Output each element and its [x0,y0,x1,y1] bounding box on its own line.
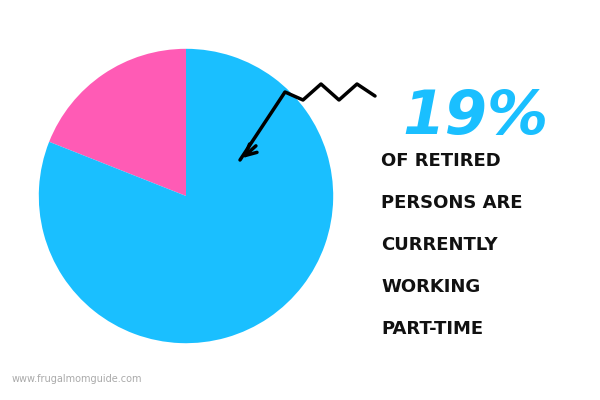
Text: PART-TIME: PART-TIME [381,320,483,338]
Text: PERSONS ARE: PERSONS ARE [381,194,523,212]
Text: CURRENTLY: CURRENTLY [381,236,497,254]
Wedge shape [39,49,333,343]
Text: OF RETIRED: OF RETIRED [381,152,501,170]
Text: WORKING: WORKING [381,278,480,296]
Text: 19%: 19% [402,88,548,147]
Text: www.frugalmomguide.com: www.frugalmomguide.com [12,374,143,384]
Wedge shape [49,49,186,196]
